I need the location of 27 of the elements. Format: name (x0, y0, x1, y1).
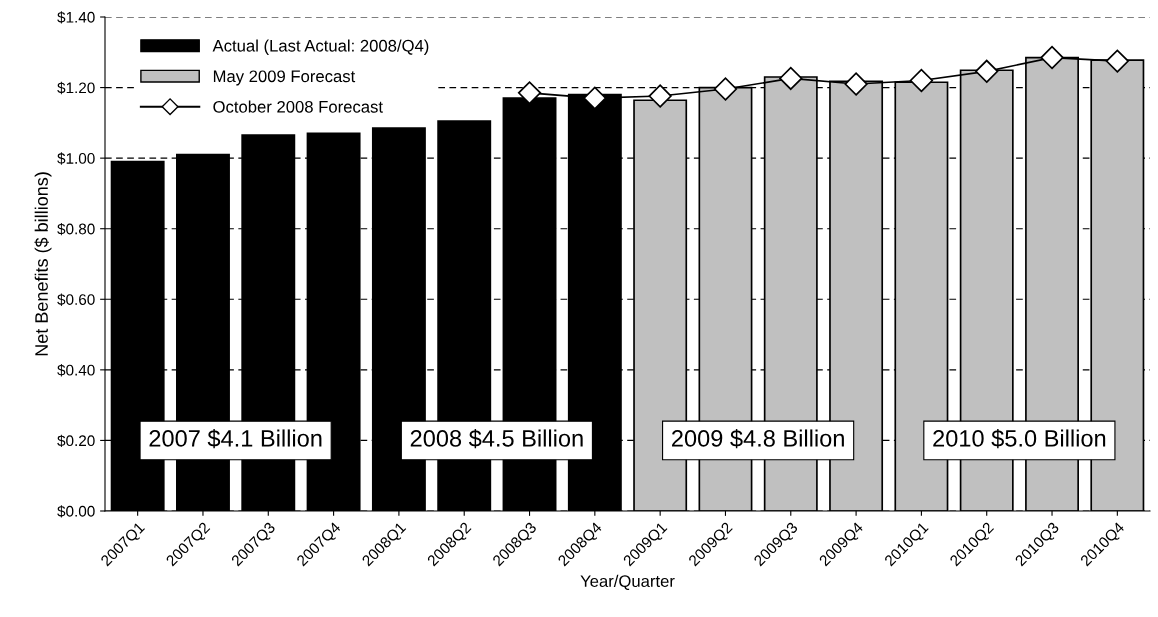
y-axis-title: Net Benefits ($ billions) (34, 172, 52, 356)
point (1105, 49, 1129, 73)
point (648, 84, 672, 108)
y-tick-label: $0.40 (57, 364, 95, 377)
x-axis-title: Year/Quarter (580, 574, 675, 591)
legend-label: October 2008 Forecast (213, 100, 383, 113)
y-tick-label: $0.60 (57, 293, 95, 306)
y-tick-label: $1.00 (57, 152, 95, 165)
point (779, 66, 803, 91)
annotation: 2008 $4.5 Billion (410, 429, 583, 449)
annotation: 2007 $4.1 Billion (149, 429, 322, 449)
legend-label: Actual (Last Actual: 2008/Q4) (212, 39, 429, 55)
y-tick-label: $1.40 (57, 11, 95, 24)
y-tick-label: $0.80 (57, 222, 95, 236)
point (517, 81, 542, 105)
point (713, 77, 738, 101)
point (975, 59, 999, 83)
point (844, 72, 868, 96)
point (1040, 45, 1064, 70)
point (583, 86, 607, 110)
y-tick-label: $0.20 (57, 434, 95, 448)
point (909, 68, 934, 93)
y-tick-label: $1.20 (57, 81, 95, 95)
annotation: 2010 $5.0 Billion (933, 429, 1106, 449)
y-tick-label: $0.00 (57, 505, 95, 518)
annotation: 2009 $4.8 Billion (672, 429, 844, 449)
legend-label: May 2009 Forecast (213, 70, 356, 86)
